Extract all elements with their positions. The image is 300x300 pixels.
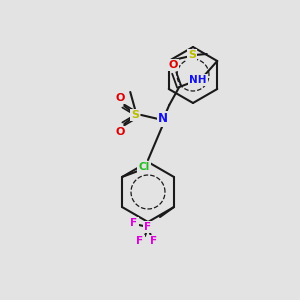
Text: NH: NH [190,75,207,85]
Text: S: S [131,110,139,120]
Text: F: F [150,236,158,246]
Text: F: F [144,222,152,232]
Text: Cl: Cl [138,162,150,172]
Text: F: F [130,218,137,228]
Text: O: O [116,127,125,137]
Text: O: O [116,93,125,103]
Text: S: S [188,50,196,60]
Text: O: O [169,60,178,70]
Text: F: F [136,236,143,246]
Text: N: N [158,112,168,125]
